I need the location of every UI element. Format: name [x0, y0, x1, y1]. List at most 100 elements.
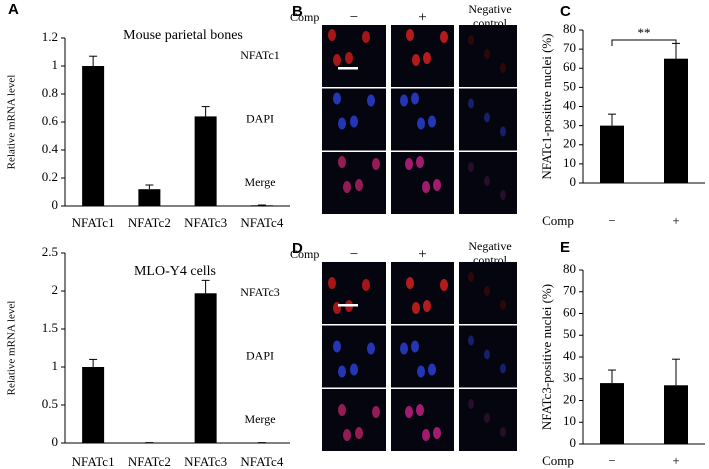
cell-signal — [350, 115, 358, 128]
y-tick-label: 30 — [563, 370, 576, 385]
cell-signal — [500, 126, 506, 137]
column-label: − — [350, 246, 358, 262]
x-tick-label: NFATc2 — [128, 215, 171, 230]
y-tick-label: 30 — [563, 117, 576, 132]
cell-signal — [423, 52, 431, 64]
bar — [664, 385, 688, 444]
cell-signal — [405, 158, 413, 170]
cell-signal — [468, 98, 474, 109]
x-tick-label: NFATc1 — [72, 215, 115, 230]
bar — [600, 383, 624, 444]
x-tick-label: NFATc3 — [184, 454, 227, 469]
row-label: DAPI — [246, 348, 274, 362]
cell-signal — [350, 363, 358, 376]
cell-signal — [355, 179, 363, 191]
y-tick-label: 0.5 — [42, 396, 58, 411]
cell-signal — [468, 162, 474, 172]
cell-signal — [500, 190, 506, 200]
y-tick-label: 0.4 — [42, 141, 59, 156]
cell-signal — [372, 158, 380, 170]
cell-signal — [412, 302, 420, 314]
y-tick-label: 60 — [563, 304, 576, 319]
y-tick-label: 50 — [563, 326, 576, 341]
bar — [600, 125, 624, 183]
y-tick-label: 80 — [563, 21, 576, 36]
cell-signal — [372, 406, 380, 418]
micrograph — [391, 325, 454, 388]
scale-bar — [338, 304, 358, 307]
cell-signal — [406, 277, 414, 289]
cell-signal — [362, 279, 370, 291]
bar — [250, 205, 273, 206]
panel-label: A — [8, 1, 19, 18]
bar — [664, 58, 688, 183]
y-tick-label: 70 — [563, 40, 576, 55]
y-axis-label: Relative mRNA level — [6, 301, 18, 396]
y-tick-label: 2 — [52, 282, 59, 297]
x-tick-label: NFATc4 — [240, 215, 283, 230]
column-label: + — [418, 9, 426, 25]
y-tick-label: 40 — [563, 348, 576, 363]
cell-signal — [484, 112, 490, 123]
row-label: Merge — [244, 412, 275, 426]
y-tick-label: 0 — [570, 435, 577, 450]
y-tick-label: 20 — [563, 391, 576, 406]
cell-signal — [411, 340, 419, 353]
cell-signal — [484, 349, 490, 360]
micrograph — [391, 262, 454, 324]
x-tick-label: NFATc2 — [128, 454, 171, 469]
cell-signal — [484, 176, 490, 186]
x-axis-label: Comp — [542, 453, 574, 468]
scale-bar — [338, 67, 358, 70]
significance-bracket — [611, 39, 677, 46]
cell-signal — [417, 365, 425, 378]
x-tick-label: NFATc1 — [72, 454, 115, 469]
row-label: Merge — [244, 175, 275, 189]
y-tick-label: 50 — [563, 78, 576, 93]
y-axis-label: NFATc3-positive nuclei (%) — [539, 284, 554, 430]
y-tick-label: 1.2 — [42, 29, 58, 44]
y-tick-label: 70 — [563, 283, 576, 298]
cell-signal — [440, 31, 448, 43]
x-tick-label: − — [608, 213, 615, 228]
cell-signal — [367, 94, 375, 107]
cell-signal — [433, 427, 441, 439]
cell-signal — [428, 363, 436, 376]
cell-signal — [338, 365, 346, 378]
cell-signal — [333, 92, 341, 105]
bar — [138, 189, 161, 206]
bar — [82, 367, 105, 443]
cell-signal — [500, 63, 506, 73]
cell-signal — [500, 363, 506, 374]
cell-signal — [422, 429, 430, 441]
cell-signal — [412, 54, 420, 66]
condition-label: Comp — [290, 10, 319, 24]
x-tick-label: + — [672, 213, 679, 228]
chart-title: Mouse parietal bones — [123, 28, 243, 43]
cell-signal — [433, 179, 441, 191]
micrograph — [322, 389, 386, 451]
column-label: Negative — [468, 2, 511, 16]
cell-signal — [468, 399, 474, 409]
cell-signal — [328, 29, 336, 41]
cell-signal — [338, 156, 346, 168]
row-label: NFATc1 — [240, 48, 280, 62]
cell-signal — [333, 302, 341, 314]
cell-signal — [500, 427, 506, 437]
cell-signal — [328, 277, 336, 289]
cell-signal — [405, 406, 413, 418]
y-tick-label: 1 — [52, 57, 59, 72]
chart-title: MLO-Y4 cells — [134, 264, 216, 279]
cell-signal — [400, 94, 408, 107]
y-tick-label: 60 — [563, 59, 576, 74]
column-label: − — [350, 9, 358, 25]
panel-label: C — [560, 3, 571, 20]
y-tick-label: 2.5 — [42, 244, 58, 259]
bar — [82, 66, 105, 206]
cell-signal — [484, 286, 490, 296]
panel-label: D — [292, 240, 303, 257]
panel-label: B — [292, 3, 303, 20]
cell-signal — [411, 92, 419, 105]
cell-signal — [468, 335, 474, 346]
cell-signal — [416, 156, 424, 168]
